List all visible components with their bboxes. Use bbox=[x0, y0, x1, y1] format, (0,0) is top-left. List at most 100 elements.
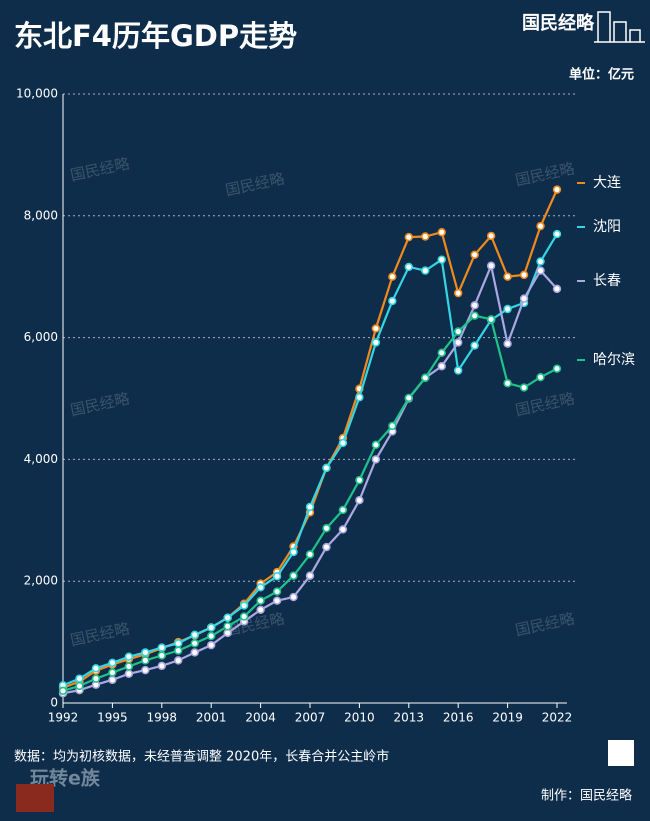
point bbox=[552, 284, 562, 294]
point bbox=[536, 221, 545, 231]
point bbox=[536, 266, 545, 275]
point bbox=[239, 601, 249, 610]
point bbox=[108, 658, 117, 668]
brand-logo: 国民经略 bbox=[522, 12, 595, 34]
point bbox=[371, 440, 381, 449]
credit: 制作：国民经略 bbox=[541, 788, 632, 804]
watermark: 国民经略 bbox=[69, 154, 131, 184]
x-tick-label: 2022 bbox=[542, 711, 573, 725]
point bbox=[124, 652, 134, 661]
point bbox=[141, 656, 150, 665]
unit-label: 单位：亿元 bbox=[569, 67, 634, 83]
x-tick-label: 2001 bbox=[196, 711, 227, 725]
point bbox=[404, 262, 413, 272]
point bbox=[174, 656, 183, 665]
point bbox=[272, 596, 282, 605]
point bbox=[486, 261, 496, 270]
watermark: 国民经略 bbox=[514, 389, 576, 419]
point bbox=[289, 592, 298, 602]
point bbox=[256, 596, 265, 605]
legend-label: 大连 bbox=[593, 175, 621, 191]
watermark: 国民经略 bbox=[514, 159, 576, 189]
point bbox=[470, 301, 479, 310]
y-tick-label: 10,000 bbox=[16, 87, 58, 101]
point bbox=[371, 324, 381, 333]
point bbox=[207, 623, 216, 632]
x-tick-label: 2016 bbox=[443, 711, 474, 725]
point bbox=[272, 572, 282, 581]
point bbox=[421, 373, 430, 382]
point bbox=[58, 686, 68, 696]
y-tick-label: 0 bbox=[50, 696, 58, 710]
point bbox=[437, 348, 446, 358]
y-tick-label: 2,000 bbox=[24, 574, 58, 588]
point bbox=[371, 455, 381, 464]
point bbox=[519, 383, 529, 392]
corner-brand: 玩转e族 bbox=[30, 767, 101, 790]
point bbox=[470, 311, 479, 320]
point bbox=[91, 664, 101, 673]
x-tick-label: 2019 bbox=[492, 711, 523, 725]
point bbox=[174, 639, 183, 648]
point bbox=[272, 587, 282, 596]
point bbox=[338, 438, 348, 448]
stamp bbox=[16, 784, 54, 812]
point bbox=[454, 288, 463, 298]
y-tick-label: 4,000 bbox=[24, 452, 58, 466]
point bbox=[421, 232, 430, 241]
point bbox=[108, 675, 117, 685]
x-tick-label: 2010 bbox=[344, 711, 375, 725]
point bbox=[503, 304, 512, 314]
point bbox=[190, 630, 199, 639]
point bbox=[454, 366, 463, 375]
point bbox=[91, 674, 101, 683]
point bbox=[470, 250, 479, 259]
point bbox=[388, 296, 397, 306]
point bbox=[322, 524, 331, 533]
point bbox=[519, 294, 529, 303]
legend-label: 沈阳 bbox=[593, 219, 621, 235]
point bbox=[157, 651, 167, 660]
watermark: 国民经略 bbox=[69, 389, 131, 419]
point bbox=[536, 372, 545, 382]
point bbox=[503, 379, 512, 388]
point bbox=[519, 270, 529, 280]
point bbox=[141, 665, 150, 675]
point bbox=[124, 669, 134, 678]
watermark: 国民经略 bbox=[69, 619, 131, 649]
point bbox=[355, 393, 364, 402]
point bbox=[141, 648, 150, 657]
logo-icon bbox=[594, 11, 645, 43]
point bbox=[454, 338, 463, 347]
y-tick-label: 6,000 bbox=[24, 330, 58, 344]
legend-label: 长春 bbox=[593, 273, 621, 289]
x-tick-label: 1998 bbox=[147, 711, 178, 725]
point bbox=[322, 463, 331, 473]
point bbox=[371, 338, 381, 347]
point bbox=[486, 315, 496, 324]
legend-label: 哈尔滨 bbox=[593, 352, 635, 368]
point bbox=[355, 475, 364, 485]
point bbox=[486, 231, 496, 241]
point bbox=[305, 550, 315, 559]
x-tick-label: 2004 bbox=[245, 711, 276, 725]
watermark: 国民经略 bbox=[224, 169, 286, 199]
point bbox=[223, 628, 232, 638]
series-line bbox=[62, 189, 559, 689]
qr-code bbox=[608, 740, 634, 766]
point bbox=[223, 622, 232, 631]
point bbox=[157, 643, 167, 652]
point bbox=[322, 542, 331, 552]
point bbox=[454, 327, 463, 336]
point bbox=[174, 646, 183, 655]
point bbox=[124, 662, 134, 671]
point bbox=[388, 421, 397, 431]
x-tick-label: 1995 bbox=[97, 711, 128, 725]
point bbox=[388, 272, 397, 281]
point bbox=[355, 496, 364, 505]
point bbox=[437, 228, 446, 237]
point bbox=[207, 640, 216, 650]
point bbox=[552, 185, 562, 194]
